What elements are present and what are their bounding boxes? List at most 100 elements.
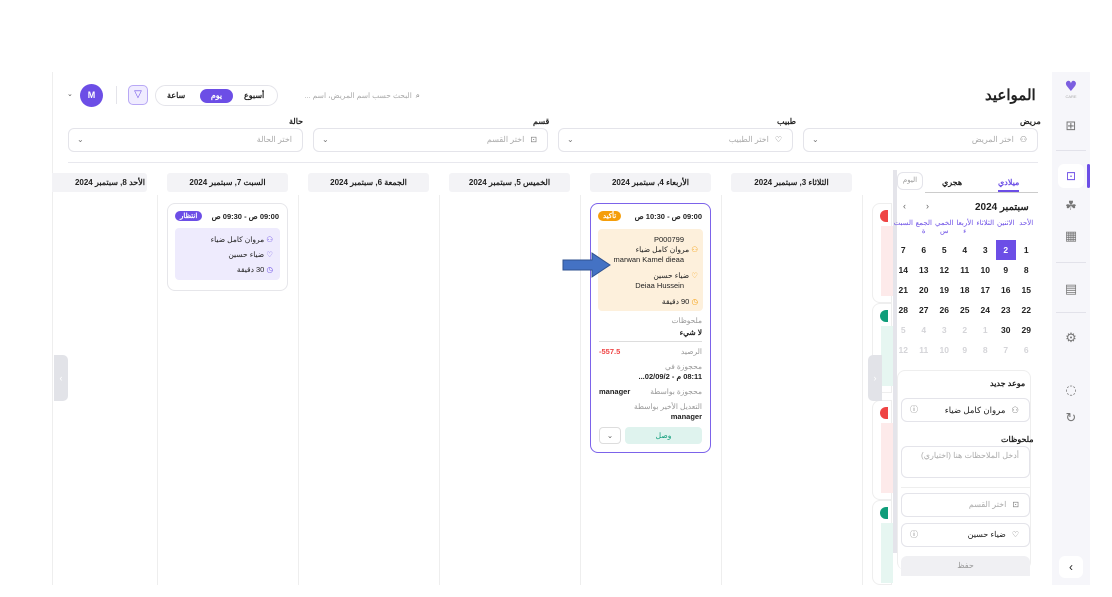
calendar-day[interactable]: 27 xyxy=(919,305,929,315)
calendar-day[interactable]: 17 xyxy=(980,285,990,295)
doctor-select[interactable]: ♡اختر الطبيب ⌄ xyxy=(558,128,793,152)
calendar-day[interactable]: 7 xyxy=(900,245,906,255)
appointment-card[interactable]: 09:00 ص - 09:30 ص انتظار ⚇ مروان كامل ضي… xyxy=(167,203,288,291)
calendar-day[interactable]: 4 xyxy=(921,325,927,335)
calendar-day[interactable]: 1 xyxy=(1023,245,1029,255)
calendar-day[interactable]: 5 xyxy=(900,325,906,335)
view-day[interactable]: يوم xyxy=(200,89,233,103)
divider xyxy=(116,86,117,104)
calendar-day[interactable]: 8 xyxy=(1023,265,1029,275)
info-icon[interactable]: ⓘ xyxy=(910,530,918,539)
calendar-day[interactable]: 19 xyxy=(939,285,949,295)
appointment-card-partial[interactable] xyxy=(872,203,893,303)
sidebar-item-appointments[interactable]: ⊡ xyxy=(1058,164,1084,188)
calendar-day[interactable]: 3 xyxy=(982,245,988,255)
settings-icon[interactable]: ⚙ xyxy=(1065,331,1077,346)
calendar-day[interactable]: 25 xyxy=(960,305,970,315)
appointment-card[interactable]: 09:00 ص - 10:30 ص تأكيد P000799 ⚇ مروان … xyxy=(590,203,711,453)
filter-button[interactable]: ▽ xyxy=(128,85,148,105)
booked-at-label: محجوزة في xyxy=(664,362,702,371)
next-month-icon[interactable]: › xyxy=(926,201,929,211)
calendar-day[interactable]: 3 xyxy=(941,325,947,335)
appointment-card-partial[interactable] xyxy=(872,500,893,585)
tab-gregorian[interactable]: ميلادي xyxy=(998,178,1020,192)
day-header: السبت 7, سبتمبر 2024 xyxy=(167,173,288,192)
view-week[interactable]: أسبوع xyxy=(244,91,265,100)
save-button[interactable]: حفظ xyxy=(901,556,1030,576)
clipboard-icon[interactable]: ▤ xyxy=(1064,282,1078,297)
calendar-day[interactable]: 11 xyxy=(919,345,929,355)
info-icon[interactable]: ⓘ xyxy=(910,405,918,414)
department-select[interactable]: ⊡اختر القسم ⌄ xyxy=(313,128,548,152)
doctor-field[interactable]: ♡ضياء حسين ⓘ xyxy=(901,523,1030,547)
calendar-day[interactable]: 5 xyxy=(941,245,947,255)
chevron-down-icon: ⌄ xyxy=(567,135,574,144)
filter-patient-label: مريض xyxy=(1020,117,1041,126)
collapse-sidebar-button[interactable]: ‹ xyxy=(1059,556,1083,578)
calendar-day[interactable]: 14 xyxy=(898,265,908,275)
chat-icon[interactable]: ◌ xyxy=(1065,383,1077,398)
avatar[interactable]: M xyxy=(80,84,103,107)
search-input[interactable]: ⌕البحث حسب اسم المريض، اسم ... xyxy=(304,91,420,100)
calendar-day[interactable]: 22 xyxy=(1021,305,1031,315)
calendar-day[interactable]: 12 xyxy=(898,345,908,355)
divider xyxy=(68,162,1038,163)
panel-scrollbar[interactable] xyxy=(893,170,897,553)
arrive-button[interactable]: وصل xyxy=(625,427,702,444)
chevron-down-icon[interactable]: ⌄ xyxy=(67,90,73,98)
calendar-month: سبتمبر 2024 xyxy=(975,202,1029,213)
status-select[interactable]: اختر الحالة ⌄ xyxy=(68,128,303,152)
scroll-left-button[interactable]: ‹ xyxy=(54,355,68,401)
department-field[interactable]: ⊡اختر القسم xyxy=(901,493,1030,517)
refresh-icon[interactable]: ↻ xyxy=(1065,411,1077,426)
appointment-card-partial[interactable] xyxy=(872,303,893,393)
search-icon: ⌕ xyxy=(415,91,420,100)
calendar-day[interactable]: 13 xyxy=(919,265,929,275)
calendar-day[interactable]: 7 xyxy=(1003,345,1009,355)
patient-name: مروان كامل ضياء xyxy=(635,245,690,254)
notes-label: ملحوظات xyxy=(1001,435,1034,444)
calendar-day[interactable]: 30 xyxy=(1001,325,1011,335)
calendar-day[interactable]: 2 xyxy=(962,325,968,335)
tab-hijri[interactable]: هجري xyxy=(942,178,963,187)
appointment-card-partial[interactable] xyxy=(872,400,893,500)
calendar-day[interactable]: 24 xyxy=(980,305,990,315)
balance-label: الرصيد xyxy=(680,347,702,356)
calculator-icon[interactable]: ▦ xyxy=(1064,229,1078,244)
patient-field[interactable]: ⚇مروان كامل ضياء ⓘ xyxy=(901,398,1030,422)
calendar-day[interactable]: 8 xyxy=(982,345,988,355)
prev-month-icon[interactable]: ‹ xyxy=(903,201,906,211)
calendar-day[interactable]: 18 xyxy=(960,285,970,295)
calendar-day[interactable]: 4 xyxy=(962,245,968,255)
calendar-day[interactable]: 2 xyxy=(995,240,1016,260)
calendar-day[interactable]: 6 xyxy=(921,245,927,255)
departments-icon[interactable]: ☘ xyxy=(1065,199,1077,214)
booked-by-value: manager xyxy=(599,387,631,396)
calendar-day[interactable]: 10 xyxy=(980,265,990,275)
modified-by-label: التعديل الأخير بواسطة xyxy=(633,402,702,411)
calendar-day[interactable]: 29 xyxy=(1021,325,1031,335)
calendar-day[interactable]: 26 xyxy=(939,305,949,315)
calendar-day[interactable]: 20 xyxy=(919,285,929,295)
calendar-day[interactable]: 10 xyxy=(939,345,949,355)
view-hour[interactable]: ساعة xyxy=(167,91,186,100)
column-divider xyxy=(862,195,863,585)
calendar-day[interactable]: 21 xyxy=(898,285,908,295)
scroll-right-button[interactable]: › xyxy=(868,355,882,401)
calendar-day[interactable]: 1 xyxy=(982,325,988,335)
notes-textarea[interactable]: أدخل الملاحظات هنا (اختياري) xyxy=(901,446,1030,478)
calendar-day[interactable]: 12 xyxy=(939,265,949,275)
calendar-day[interactable]: 11 xyxy=(960,265,970,275)
more-options-button[interactable]: ⌄ xyxy=(599,427,621,444)
calendar-day[interactable]: 28 xyxy=(898,305,908,315)
calendar-day[interactable]: 16 xyxy=(1001,285,1011,295)
calendar-day[interactable]: 6 xyxy=(1023,345,1029,355)
patient-select[interactable]: ⚇اختر المريض ⌄ xyxy=(803,128,1038,152)
today-button[interactable]: اليوم xyxy=(897,172,923,190)
calendar-day[interactable]: 15 xyxy=(1021,285,1031,295)
dashboard-icon[interactable]: ⊞ xyxy=(1065,119,1077,134)
calendar-day[interactable]: 9 xyxy=(962,345,968,355)
appointment-time: 09:00 ص - 10:30 ص xyxy=(634,212,702,221)
calendar-day[interactable]: 9 xyxy=(1003,265,1009,275)
calendar-day[interactable]: 23 xyxy=(1001,305,1011,315)
